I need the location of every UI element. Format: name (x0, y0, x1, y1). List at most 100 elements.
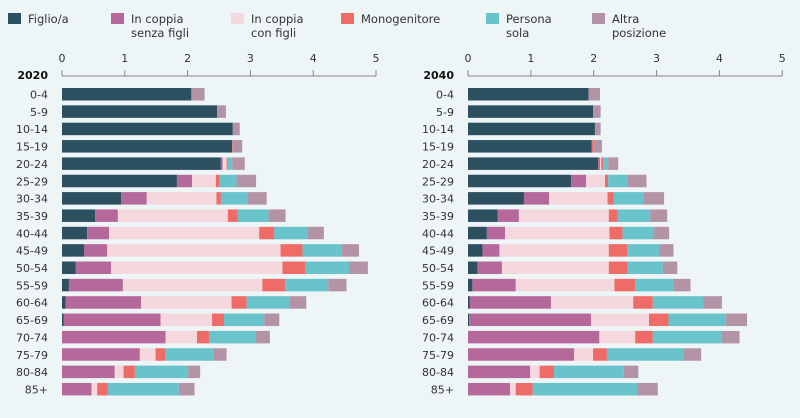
row-label-2020-40-44: 40-44 (16, 227, 48, 240)
bar-2020-60-64-figlio-a (62, 296, 66, 309)
row-label-2040-10-14: 10-14 (422, 123, 454, 136)
bar-2020-50-54-persona-sola (305, 261, 349, 274)
bar-2020-30-34-monogenitore (216, 192, 221, 205)
bar-2040-75-79-altra-posizione (683, 348, 702, 361)
bar-2040-20-24-figlio-a (468, 157, 599, 170)
panel-title-2020: 2020 (17, 69, 48, 82)
legend: Figlio/a In coppia senza figli In coppia… (0, 12, 800, 48)
bar-2040-50-54-figlio-a (468, 261, 478, 274)
bar-2020-35-39-figlio-a (62, 209, 96, 222)
bar-2040-0-4-figlio-a (468, 88, 589, 101)
bar-2020-65-69-in-coppia-senza-figli (63, 313, 161, 327)
bar-2020-20-24-altra-posizione (232, 157, 245, 170)
bar-2040-20-24-monogenitore (601, 157, 604, 170)
bar-2040-30-34-monogenitore (607, 192, 614, 205)
bar-2040-20-24-altra-posizione (608, 157, 619, 170)
bar-2040-45-49-in-coppia-senza-figli (482, 244, 500, 257)
bar-2040-70-74-persona-sola (652, 330, 722, 344)
bar-2020-30-34-altra-posizione (247, 192, 267, 205)
bar-2020-40-44-in-coppia-senza-figli (87, 226, 110, 240)
x-tick-label-2020-1: 1 (121, 52, 128, 65)
legend-label-monogenitore: Monogenitore (361, 12, 441, 26)
x-tick-label-2020-0: 0 (59, 52, 66, 65)
x-tick-label-2040-1: 1 (527, 52, 534, 65)
bar-2020-0-4-figlio-a (62, 88, 192, 101)
bar-2020-80-84-in-coppia-senza-figli (62, 365, 115, 379)
bar-2020-5-9-figlio-a (62, 105, 218, 118)
x-tick-label-2040-4: 4 (716, 52, 723, 65)
bar-2040-65-69-altra-posizione (725, 313, 748, 327)
bar-2020-45-49-figlio-a (62, 244, 84, 257)
bar-2040-30-34-in-coppia-con-figli (549, 192, 608, 205)
bar-2020-55-59-altra-posizione (328, 278, 347, 292)
bar-2040-55-59-figlio-a (468, 278, 473, 292)
legend-swatch-persona-sola (486, 13, 499, 24)
bar-2040-35-39-in-coppia-senza-figli (497, 209, 519, 222)
row-label-2020-5-9: 5-9 (30, 106, 48, 119)
row-label-2040-5-9: 5-9 (436, 106, 454, 119)
bar-2040-50-54-in-coppia-con-figli (501, 261, 609, 274)
bar-2040-25-29-altra-posizione (627, 174, 647, 188)
bar-2020-70-74-in-coppia-senza-figli (62, 330, 166, 344)
bar-2040-10-14-figlio-a (468, 122, 595, 136)
bar-2040-5-9-figlio-a (468, 105, 594, 118)
bar-2020-45-49-in-coppia-senza-figli (83, 244, 108, 257)
row-label-2020-80-84: 80-84 (16, 366, 48, 379)
bar-2040-70-74-monogenitore (635, 330, 653, 344)
row-label-2040-45-49: 45-49 (422, 245, 454, 258)
legend-label-coppia-con-figli: In coppia con figli (251, 12, 304, 40)
bar-2020-50-54-in-coppia-senza-figli (75, 261, 111, 274)
bar-2040-60-64-altra-posizione (703, 296, 722, 309)
bar-2040-50-54-persona-sola (627, 261, 663, 274)
bar-2040-85-monogenitore (515, 382, 533, 396)
bar-2020-85-in-coppia-senza-figli (62, 382, 92, 396)
bar-2040-75-79-in-coppia-senza-figli (468, 348, 575, 361)
bar-2040-85-in-coppia-senza-figli (468, 382, 511, 396)
row-label-2020-35-39: 35-39 (16, 210, 48, 223)
row-label-2020-0-4: 0-4 (30, 89, 48, 102)
bar-2020-15-19-altra-posizione (232, 140, 243, 153)
bar-2040-60-64-figlio-a (468, 296, 470, 309)
row-label-2040-40-44: 40-44 (422, 227, 454, 240)
bar-2040-55-59-persona-sola (635, 278, 674, 292)
bar-2020-45-49-persona-sola (302, 244, 343, 257)
bar-2020-25-29-in-coppia-con-figli (191, 174, 216, 188)
bar-2020-30-34-in-coppia-con-figli (146, 192, 217, 205)
bar-2040-20-24-in-coppia-con-figli (599, 157, 602, 170)
bar-2020-35-39-in-coppia-con-figli (117, 209, 228, 222)
bar-2040-45-49-monogenitore (608, 244, 628, 257)
bar-2020-10-14-figlio-a (62, 122, 233, 136)
bar-2040-25-29-figlio-a (468, 174, 572, 188)
x-tick-label-2020-5: 5 (373, 52, 380, 65)
row-label-2020-20-24: 20-24 (16, 158, 48, 171)
bar-2020-40-44-figlio-a (62, 226, 88, 240)
bar-2040-80-84-altra-posizione (623, 365, 639, 379)
legend-label-persona-sola: Persona sola (506, 12, 552, 40)
bar-2020-60-64-in-coppia-senza-figli (65, 296, 142, 309)
bar-2020-45-49-in-coppia-con-figli (107, 244, 281, 257)
bar-2040-60-64-in-coppia-senza-figli (469, 296, 551, 309)
x-tick-label-2020-4: 4 (310, 52, 317, 65)
bar-2040-60-64-in-coppia-con-figli (550, 296, 634, 309)
legend-item-altra-posizione: Altra posizione (592, 12, 666, 40)
bar-2040-10-14-altra-posizione (594, 122, 601, 136)
row-label-2040-60-64: 60-64 (422, 297, 454, 310)
bar-2040-40-44-monogenitore (609, 226, 623, 240)
bar-2020-80-84-altra-posizione (188, 365, 201, 379)
bar-2020-35-39-monogenitore (227, 209, 238, 222)
bar-2020-20-24-figlio-a (62, 157, 221, 170)
bar-2040-70-74-in-coppia-senza-figli (468, 330, 600, 344)
legend-swatch-monogenitore (341, 13, 354, 24)
legend-item-persona-sola: Persona sola (486, 12, 552, 40)
bar-2020-70-74-monogenitore (197, 330, 209, 344)
row-label-2020-10-14: 10-14 (16, 123, 48, 136)
bar-2040-85-persona-sola (532, 382, 638, 396)
bar-2020-50-54-altra-posizione (348, 261, 368, 274)
bar-2040-80-84-in-coppia-senza-figli (468, 365, 531, 379)
row-label-2040-65-69: 65-69 (422, 314, 454, 327)
row-label-2040-30-34: 30-34 (422, 193, 454, 206)
bar-2020-80-84-monogenitore (123, 365, 135, 379)
bar-2040-40-44-in-coppia-senza-figli (486, 226, 506, 240)
legend-item-figlio: Figlio/a (8, 12, 69, 26)
row-label-2020-15-19: 15-19 (16, 141, 48, 154)
